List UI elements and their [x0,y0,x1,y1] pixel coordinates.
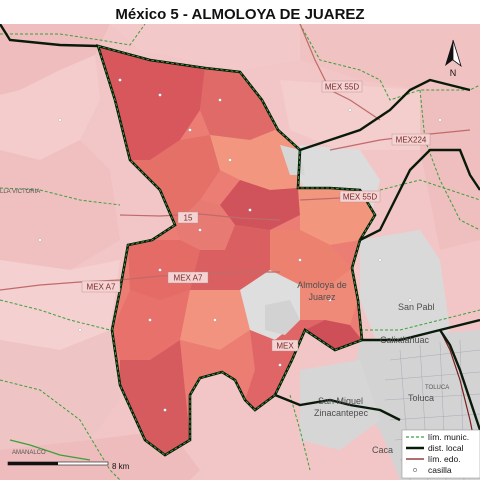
place-toluca-small: TOLUCA [425,385,449,391]
place-san-miguel: San Miguel [318,396,363,406]
map-title: México 5 - ALMOLOYA DE JUAREZ [115,6,365,23]
highway-label-mex-a7-mid: MEX A7 [167,271,209,284]
svg-text:MEX A7: MEX A7 [87,283,116,292]
muni-area [0,330,120,450]
muni-area [280,80,420,150]
municipal-boundaries [0,24,480,480]
legend-label-local-district: dist. local [428,443,464,453]
muni-area [110,24,300,70]
local-district-boundary [0,24,480,461]
svg-text:MEX: MEX [276,342,294,351]
place-juarez: Juarez [308,292,336,302]
svg-text:MEX 55D: MEX 55D [343,193,377,202]
svg-text:MEX 55D: MEX 55D [325,83,359,92]
map-canvas: MEX 55D MEX224 MEX 55D 15 MEX A7 MEX A7 [0,24,480,480]
svg-text:MEX A7: MEX A7 [174,274,203,283]
urban-area [360,230,450,350]
scale-label: 8 km [112,462,130,471]
north-label: N [450,68,457,78]
north-arrow-icon: N [445,39,462,78]
highway-label-mex55d: MEX 55D [321,80,363,93]
place-almoloya: Almoloya de [297,280,347,290]
highway-label-mex-a7-left: MEX A7 [81,280,121,293]
legend-label-municipal: lím. munic. [428,432,469,442]
highway-label-mex15: 15 [177,211,199,224]
place-amanalco: AMANALCO [12,450,46,456]
polling-stations [38,78,442,412]
scale-bar: 8 km [7,461,130,471]
highway-label-mex: MEX [271,339,299,352]
svg-text:MEX224: MEX224 [396,136,427,145]
svg-text:15: 15 [184,214,193,223]
urban-area [300,360,380,450]
place-zinacantepec: Zinacantepec [314,408,369,418]
district-area [98,46,375,455]
legend-label-polling: casilla [428,465,452,475]
legend-swatch-polling [413,468,417,472]
place-toluca: Toluca [408,393,434,403]
legend: lím. munic. dist. local lím. edo. casill… [401,429,480,479]
place-calixtlahuaca: Calixtlahuac [380,335,430,345]
muni-area [300,24,480,90]
highway-label-mex55d-b: MEX 55D [339,190,381,203]
legend-label-state: lím. edo. [428,454,461,464]
place-san-pablo: San Pabl [398,302,435,312]
place-caca: Caca [372,445,393,455]
muni-area [0,140,120,270]
muni-area [0,55,100,160]
place-villa-victoria: LLA VICTORIA [0,189,40,195]
highway-label-mex224: MEX224 [391,133,431,146]
